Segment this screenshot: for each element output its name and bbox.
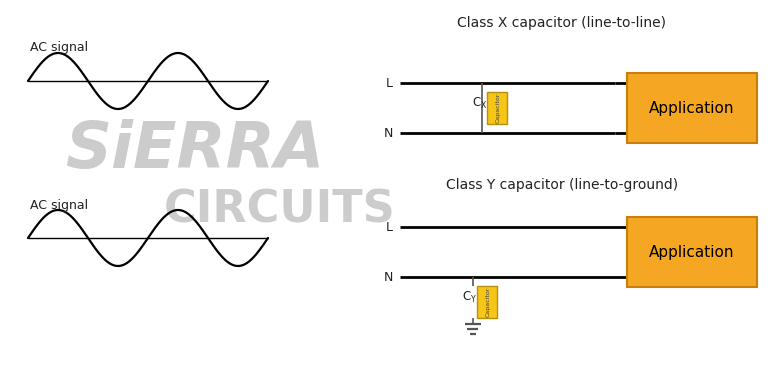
Text: Capacitor: Capacitor: [495, 93, 501, 123]
Text: L: L: [386, 77, 393, 89]
Text: Class Y capacitor (line-to-ground): Class Y capacitor (line-to-ground): [446, 178, 678, 192]
Text: AC signal: AC signal: [30, 199, 88, 211]
Text: Class X capacitor (line-to-line): Class X capacitor (line-to-line): [458, 16, 667, 30]
Text: L: L: [386, 221, 393, 233]
Text: C: C: [473, 95, 481, 109]
Bar: [627, 73, 757, 143]
Text: X: X: [480, 100, 485, 109]
Bar: [477, 286, 497, 318]
Text: C: C: [463, 290, 471, 303]
Text: Application: Application: [649, 100, 735, 115]
Text: Y: Y: [471, 295, 475, 303]
Text: SiERRA: SiERRA: [65, 119, 325, 181]
Bar: [487, 92, 507, 124]
Text: N: N: [384, 271, 393, 283]
Text: CIRCUITS: CIRCUITS: [164, 189, 396, 231]
Bar: [627, 217, 757, 287]
Text: Application: Application: [649, 244, 735, 259]
Text: N: N: [384, 127, 393, 139]
Text: Capacitor: Capacitor: [485, 287, 491, 317]
Text: AC signal: AC signal: [30, 40, 88, 54]
